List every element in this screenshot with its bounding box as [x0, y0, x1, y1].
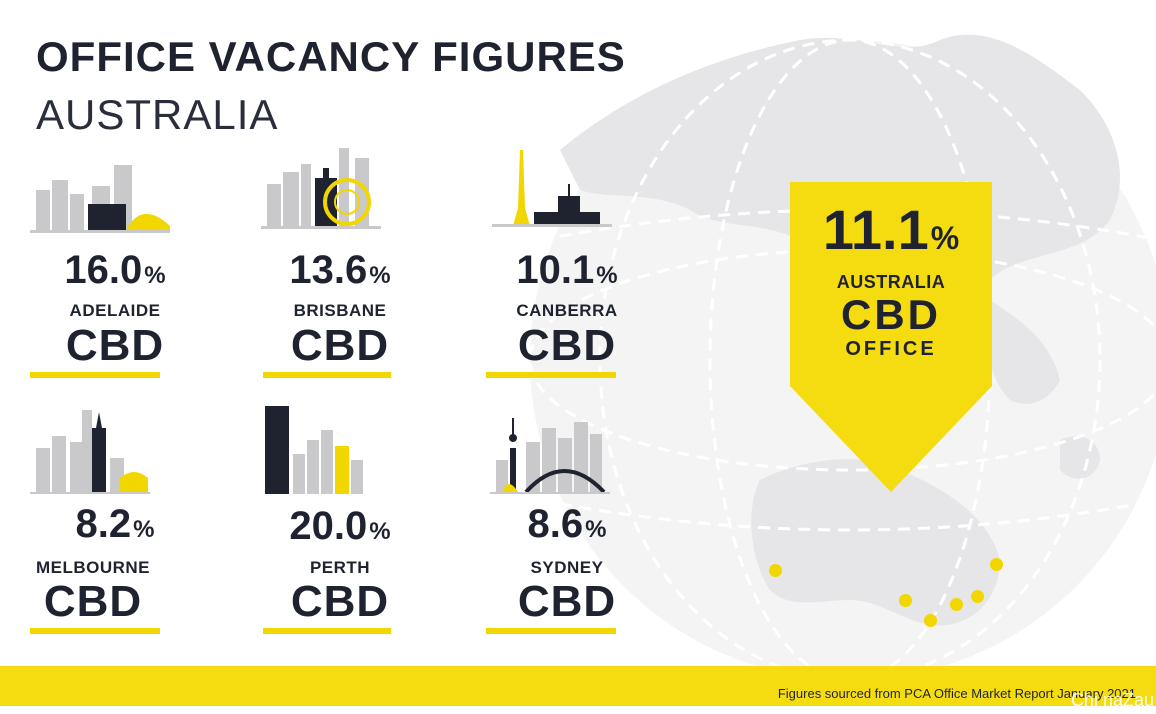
melbourne-vacancy-value: 8.2%	[75, 502, 155, 546]
map-dot-canberra	[950, 598, 963, 611]
australia-vacancy-value: 11.1%	[822, 198, 960, 261]
adelaide-vacancy-value: 16.0%	[64, 248, 166, 292]
adelaide-skyline-icon	[30, 165, 170, 233]
sydney-vacancy-value: 8.6%	[527, 502, 607, 546]
adelaide-city-name: ADELAIDE	[69, 301, 161, 320]
city-card-sydney: 8.6% SYDNEY CBD	[482, 408, 652, 648]
melbourne-cbd-label: CBD	[43, 577, 143, 626]
page-subtitle: AUSTRALIA	[36, 91, 279, 138]
canberra-underline	[486, 372, 616, 378]
australia-cbd-callout: 11.1% AUSTRALIA CBD OFFICE	[790, 182, 992, 492]
map-dot-brisbane	[990, 558, 1003, 571]
brisbane-cbd-label: CBD	[290, 321, 390, 370]
map-dot-perth	[769, 564, 782, 577]
adelaide-cbd-label: CBD	[65, 321, 165, 370]
sydney-skyline-icon	[490, 418, 610, 494]
perth-city-name: PERTH	[309, 558, 371, 577]
australia-cbd-label: CBD	[841, 291, 941, 338]
australia-office-label: OFFICE	[845, 338, 937, 360]
canberra-vacancy-value: 10.1%	[516, 248, 618, 292]
sydney-city-name: SYDNEY	[530, 558, 604, 577]
brisbane-vacancy-value: 13.6%	[289, 248, 391, 292]
australia-label: AUSTRALIA	[836, 272, 946, 292]
city-card-canberra: 10.1% CANBERRA CBD	[482, 140, 652, 380]
perth-underline	[263, 628, 391, 634]
canberra-skyline-icon	[492, 150, 612, 227]
city-card-melbourne: 8.2% MELBOURNE CBD	[30, 408, 200, 648]
brisbane-city-name: BRISBANE	[293, 301, 387, 320]
map-dot-melbourne	[924, 614, 937, 627]
perth-vacancy-value: 20.0%	[289, 504, 391, 548]
page-title: OFFICE VACANCY FIGURES	[36, 33, 626, 80]
city-card-adelaide: 16.0% ADELAIDE CBD	[30, 160, 200, 400]
perth-skyline-icon	[265, 406, 363, 494]
melbourne-city-name: MELBOURNE	[35, 558, 151, 577]
city-card-perth: 20.0% PERTH CBD	[255, 400, 425, 640]
brisbane-underline	[263, 372, 391, 378]
adelaide-underline	[30, 372, 160, 378]
perth-cbd-label: CBD	[290, 577, 390, 626]
source-note: Figures sourced from PCA Office Market R…	[777, 686, 1136, 701]
canberra-city-name: CANBERRA	[516, 301, 618, 320]
callout-arrow-shape	[790, 182, 992, 492]
footer-bar	[0, 666, 1156, 706]
melbourne-skyline-icon	[30, 410, 150, 494]
watermark: Chi naZau	[1070, 690, 1154, 710]
sydney-cbd-label: CBD	[517, 577, 617, 626]
city-card-brisbane: 13.6% BRISBANE CBD	[255, 140, 425, 380]
sydney-underline	[486, 628, 616, 634]
melbourne-underline	[30, 628, 160, 634]
map-dot-adelaide	[899, 594, 912, 607]
brisbane-skyline-icon	[261, 148, 381, 229]
map-dot-sydney	[971, 590, 984, 603]
canberra-cbd-label: CBD	[517, 321, 617, 370]
